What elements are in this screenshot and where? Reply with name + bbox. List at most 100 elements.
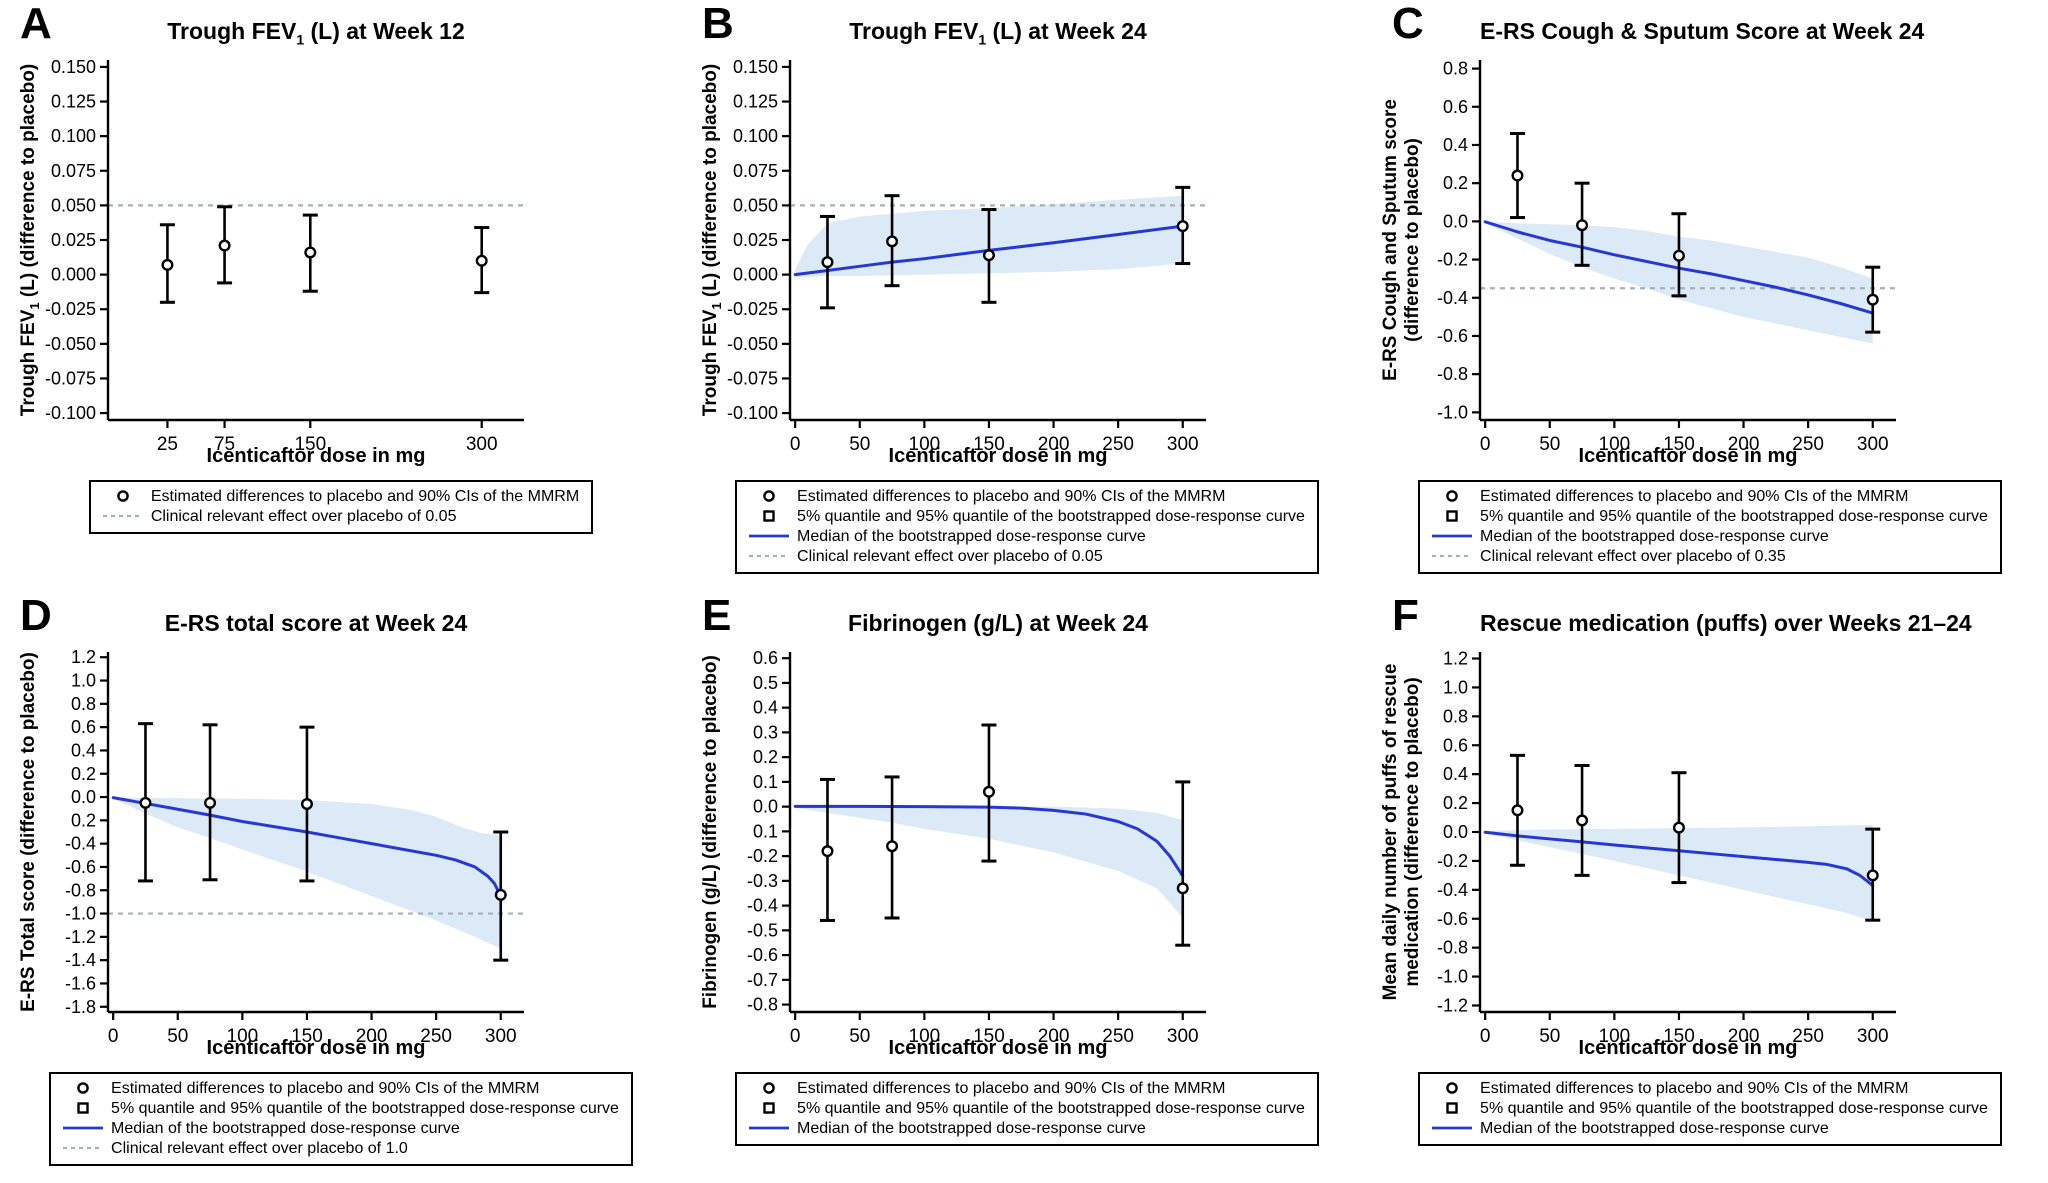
- legend-symbol: [55, 1080, 111, 1096]
- svg-text:-0.100: -0.100: [727, 403, 778, 423]
- legend-item: Estimated differences to placebo and 90%…: [741, 486, 1305, 506]
- legend-box: Estimated differences to placebo and 90%…: [735, 480, 1319, 574]
- chart-f: 0 50 100 150 200 250 300 1.2 1.0 0.8 0.6 0.4 0.2 0.0 -…: [1380, 649, 1896, 1059]
- clinical-threshold-icon: [749, 554, 790, 558]
- svg-text:-0.100: -0.100: [45, 403, 96, 423]
- legend-label: Estimated differences to placebo and 90%…: [797, 1079, 1226, 1097]
- legend-symbol: [741, 488, 797, 504]
- title-text: (L) at Week 24: [986, 18, 1147, 44]
- svg-text:50: 50: [1539, 434, 1560, 455]
- legend-e: Estimated differences to placebo and 90%…: [682, 1072, 1372, 1146]
- median-curve-icon: [1432, 534, 1473, 538]
- legend-item: 5% quantile and 95% quantile of the boot…: [741, 1098, 1305, 1118]
- legend-item: Median of the bootstrapped dose-response…: [1424, 526, 1988, 546]
- svg-text:Icenticaftor dose in mg: Icenticaftor dose in mg: [889, 1037, 1108, 1059]
- svg-text:0.0: 0.0: [753, 797, 778, 817]
- svg-text:-0.6: -0.6: [1437, 909, 1468, 929]
- mmrm-estimate-icon: [1446, 1082, 1458, 1094]
- chart-b: 0 50 100 150 200 250 300 0.150 0.125 0.100 0.075 0.…: [700, 57, 1206, 467]
- svg-text:300: 300: [1857, 1026, 1889, 1047]
- svg-text:100: 100: [909, 434, 941, 455]
- legend-symbol: [95, 508, 151, 524]
- svg-text:0: 0: [1480, 434, 1491, 455]
- svg-text:150: 150: [973, 1026, 1005, 1047]
- svg-text:150: 150: [973, 434, 1005, 455]
- legend-b: Estimated differences to placebo and 90%…: [682, 480, 1372, 574]
- svg-text:-0.4: -0.4: [747, 896, 778, 916]
- quantile-icon: [77, 1102, 89, 1114]
- legend-item: 5% quantile and 95% quantile of the boot…: [55, 1098, 619, 1118]
- svg-text:1.0: 1.0: [71, 671, 96, 691]
- svg-text:200: 200: [1728, 434, 1760, 455]
- svg-text:-0.050: -0.050: [727, 334, 778, 354]
- svg-text:medication (difference to plac: medication (difference to placebo): [1402, 677, 1423, 986]
- legend-box: Estimated differences to placebo and 90%…: [1418, 1072, 2002, 1146]
- panel-letter-d: D: [20, 592, 52, 640]
- title-text: Rescue medication (puffs) over Weeks 21–…: [1480, 610, 1972, 636]
- svg-text:0.8: 0.8: [71, 694, 96, 714]
- panel-f: F Rescue medication (puffs) over Weeks 2…: [1372, 592, 2048, 1183]
- mmrm-estimate-icon: [763, 490, 775, 502]
- svg-text:-0.4: -0.4: [1437, 288, 1468, 308]
- svg-text:0.025: 0.025: [733, 230, 778, 250]
- legend-item: 5% quantile and 95% quantile of the boot…: [741, 506, 1305, 526]
- legend-label: Clinical relevant effect over placebo of…: [797, 547, 1103, 565]
- title-text: (L) at Week 12: [304, 18, 465, 44]
- svg-text:-1.2: -1.2: [1437, 995, 1468, 1015]
- panel-title-f: Rescue medication (puffs) over Weeks 21–…: [1480, 610, 1972, 640]
- svg-text:0.6: 0.6: [1443, 735, 1468, 755]
- chart-a: 25 75 150 300 0.150 0.125 0.100 0.075 0.050 0.025…: [18, 57, 524, 467]
- svg-text:1.2: 1.2: [1443, 649, 1468, 669]
- legend-symbol: [741, 1080, 797, 1096]
- chart-d: 0 50 100 150 200 250 300 1.2 1.0 0.8 0.6 0.4 0.2 0.0 0…: [18, 647, 524, 1059]
- panel-title-e: Fibrinogen (g/L) at Week 24: [790, 610, 1206, 640]
- svg-text:Icenticaftor dose in mg: Icenticaftor dose in mg: [207, 1037, 426, 1059]
- svg-text:-1.6: -1.6: [65, 973, 96, 993]
- legend-item: Clinical relevant effect over placebo of…: [1424, 546, 1988, 566]
- panel-letter-f: F: [1392, 592, 1419, 640]
- legend-d: Estimated differences to placebo and 90%…: [0, 1072, 682, 1166]
- legend-label: 5% quantile and 95% quantile of the boot…: [111, 1099, 619, 1117]
- svg-text:0.000: 0.000: [733, 265, 778, 285]
- svg-text:Icenticaftor dose in mg: Icenticaftor dose in mg: [889, 445, 1108, 467]
- mmrm-estimate-icon: [763, 1082, 775, 1094]
- svg-text:0.2: 0.2: [71, 810, 96, 830]
- svg-text:-0.025: -0.025: [727, 299, 778, 319]
- legend-item: Median of the bootstrapped dose-response…: [741, 526, 1305, 546]
- svg-text:0.0: 0.0: [1443, 211, 1468, 231]
- svg-text:0.4: 0.4: [1443, 135, 1468, 155]
- svg-text:250: 250: [1102, 434, 1134, 455]
- legend-item: Median of the bootstrapped dose-response…: [55, 1118, 619, 1138]
- svg-text:-0.8: -0.8: [1437, 364, 1468, 384]
- svg-text:-1.8: -1.8: [65, 997, 96, 1017]
- svg-text:Trough FEV1 (L) (difference to: Trough FEV1 (L) (difference to placebo): [18, 64, 42, 416]
- svg-text:-1.0: -1.0: [65, 904, 96, 924]
- svg-text:E-RS Total score (difference t: E-RS Total score (difference to placebo): [18, 652, 39, 1012]
- svg-text:0: 0: [790, 434, 801, 455]
- svg-text:0.8: 0.8: [1443, 59, 1468, 79]
- svg-text:0.050: 0.050: [733, 195, 778, 215]
- legend-label: 5% quantile and 95% quantile of the boot…: [1480, 507, 1988, 525]
- legend-item: Median of the bootstrapped dose-response…: [1424, 1118, 1988, 1138]
- legend-item: 5% quantile and 95% quantile of the boot…: [1424, 506, 1988, 526]
- legend-label: Median of the bootstrapped dose-response…: [1480, 1119, 1829, 1137]
- svg-text:(difference to placebo): (difference to placebo): [1402, 138, 1423, 342]
- svg-text:0.8: 0.8: [1443, 706, 1468, 726]
- svg-text:-0.8: -0.8: [65, 880, 96, 900]
- svg-text:Fibrinogen (g/L) (difference t: Fibrinogen (g/L) (difference to placebo): [700, 655, 721, 1009]
- svg-text:-0.2: -0.2: [747, 846, 778, 866]
- svg-text:0.150: 0.150: [51, 57, 96, 77]
- svg-text:-0.6: -0.6: [65, 857, 96, 877]
- legend-item: Clinical relevant effect over placebo of…: [741, 546, 1305, 566]
- svg-text:250: 250: [420, 1026, 452, 1047]
- legend-symbol: [95, 488, 151, 504]
- svg-text:0.100: 0.100: [51, 126, 96, 146]
- svg-text:-0.050: -0.050: [45, 334, 96, 354]
- svg-text:300: 300: [485, 1026, 517, 1047]
- mmrm-estimate-icon: [117, 490, 129, 502]
- svg-text:100: 100: [1599, 1026, 1631, 1047]
- panel-title-a: Trough FEV1 (L) at Week 12: [108, 18, 524, 48]
- svg-text:-0.7: -0.7: [747, 970, 778, 990]
- quantile-icon: [1446, 1102, 1458, 1114]
